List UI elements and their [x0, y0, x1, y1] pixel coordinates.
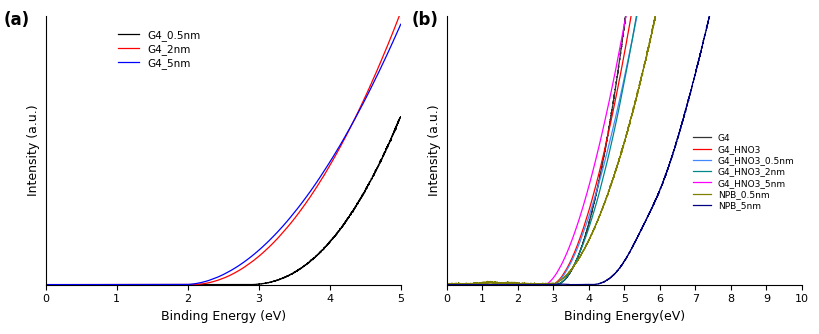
G4_2nm: [41, 283, 51, 287]
G4_HNO3: [441, 283, 451, 287]
G4_5nm: [41, 283, 51, 287]
G4_5nm: [81, 283, 91, 287]
NPB_5nm: [441, 283, 451, 287]
NPB_0.5nm: [506, 281, 516, 285]
Y-axis label: Intensity (a.u.): Intensity (a.u.): [27, 105, 40, 196]
G4: [441, 283, 451, 287]
G4_0.5nm: [102, 283, 112, 287]
NPB_5nm: [654, 188, 664, 192]
NPB_5nm: [577, 283, 587, 287]
Line: G4_HNO3_5nm: G4_HNO3_5nm: [446, 0, 801, 285]
Legend: G4_0.5nm, G4_2nm, G4_5nm: G4_0.5nm, G4_2nm, G4_5nm: [115, 27, 203, 72]
Line: NPB_5nm: NPB_5nm: [446, 0, 801, 285]
G4_2nm: [102, 283, 112, 287]
Line: G4_HNO3: G4_HNO3: [446, 0, 801, 285]
G4_HNO3: [441, 283, 451, 287]
G4_HNO3_0.5nm: [441, 283, 451, 287]
G4_HNO3_5nm: [577, 206, 587, 210]
G4_5nm: [41, 283, 51, 287]
G4_0.5nm: [41, 283, 51, 287]
G4_0.5nm: [41, 283, 51, 287]
X-axis label: Binding Energy(eV): Binding Energy(eV): [563, 310, 684, 323]
G4: [506, 283, 516, 287]
G4_2nm: [396, 10, 405, 14]
NPB_0.5nm: [577, 250, 587, 254]
G4_HNO3_0.5nm: [506, 283, 516, 287]
G4_HNO3: [577, 228, 587, 232]
NPB_0.5nm: [444, 283, 454, 287]
G4_2nm: [192, 282, 202, 286]
G4_HNO3: [506, 283, 516, 287]
Line: G4_2nm: G4_2nm: [46, 12, 400, 285]
G4: [441, 283, 451, 287]
Line: G4_0.5nm: G4_0.5nm: [46, 117, 400, 285]
G4_HNO3_2nm: [506, 283, 516, 287]
Y-axis label: Intensity (a.u.): Intensity (a.u.): [428, 105, 441, 196]
Line: G4_HNO3_0.5nm: G4_HNO3_0.5nm: [446, 0, 801, 285]
Text: (b): (b): [411, 11, 438, 29]
G4_2nm: [177, 283, 187, 287]
Line: G4_5nm: G4_5nm: [46, 24, 400, 285]
G4_HNO3_2nm: [441, 283, 451, 287]
G4_HNO3_2nm: [577, 243, 586, 247]
Legend: G4, G4_HNO3, G4_HNO3_0.5nm, G4_HNO3_2nm, G4_HNO3_5nm, NPB_0.5nm, NPB_5nm: G4, G4_HNO3, G4_HNO3_0.5nm, G4_HNO3_2nm,…: [689, 131, 796, 213]
G4_HNO3_0.5nm: [441, 283, 451, 287]
G4_5nm: [192, 281, 202, 285]
G4_HNO3_0.5nm: [577, 233, 587, 237]
Line: NPB_0.5nm: NPB_0.5nm: [446, 0, 801, 285]
NPB_5nm: [506, 283, 516, 287]
G4_HNO3_5nm: [506, 283, 516, 287]
G4_0.5nm: [192, 283, 202, 287]
G4_5nm: [351, 116, 360, 120]
G4_5nm: [102, 283, 112, 287]
Line: G4: G4: [446, 0, 801, 285]
G4_0.5nm: [388, 131, 398, 135]
G4_2nm: [351, 115, 360, 119]
G4_2nm: [81, 283, 91, 287]
G4_0.5nm: [396, 115, 405, 119]
G4_HNO3_5nm: [441, 283, 451, 287]
Text: (a): (a): [3, 11, 29, 29]
G4_0.5nm: [177, 283, 187, 287]
NPB_5nm: [672, 135, 682, 139]
X-axis label: Binding Energy (eV): Binding Energy (eV): [161, 310, 286, 323]
NPB_0.5nm: [441, 283, 451, 287]
NPB_5nm: [706, 3, 716, 7]
NPB_5nm: [441, 283, 451, 287]
Line: G4_HNO3_2nm: G4_HNO3_2nm: [446, 0, 801, 285]
G4_2nm: [388, 28, 398, 32]
G4_0.5nm: [81, 283, 91, 287]
G4_5nm: [388, 38, 398, 42]
G4_5nm: [396, 22, 405, 26]
G4_HNO3_5nm: [441, 283, 451, 287]
G4_5nm: [177, 283, 187, 287]
G4_0.5nm: [351, 205, 360, 209]
G4: [577, 242, 587, 246]
